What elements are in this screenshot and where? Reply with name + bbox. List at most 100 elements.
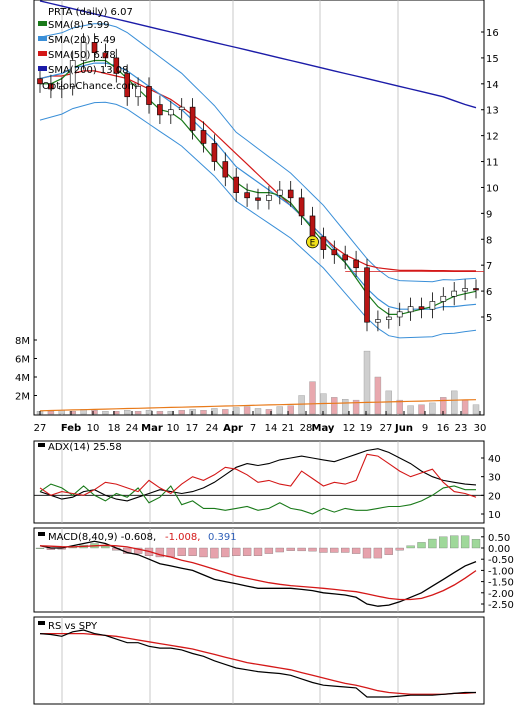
candle-body bbox=[69, 60, 76, 87]
macd-histogram-bar bbox=[133, 547, 143, 554]
sma8-line bbox=[40, 59, 477, 315]
volume-bar bbox=[222, 409, 229, 415]
x-tick-label: 7 bbox=[250, 423, 256, 434]
macd-histogram-bar bbox=[210, 547, 219, 559]
macd-histogram-bar bbox=[450, 535, 459, 549]
candle-body bbox=[418, 306, 425, 310]
macd-tick-label: -0.50 bbox=[488, 555, 514, 566]
candle-body bbox=[48, 83, 54, 90]
x-tick-label: 30 bbox=[474, 423, 487, 434]
earnings-marker-label: E bbox=[310, 238, 316, 248]
adx-tick-label: 40 bbox=[488, 454, 501, 465]
legend-swatch bbox=[38, 21, 47, 26]
candle-body bbox=[287, 189, 294, 199]
x-tick-label: 24 bbox=[126, 423, 139, 434]
legend-label: SMA(200) 13.08 bbox=[48, 65, 129, 76]
legend-label: SMA(8) 5.99 bbox=[48, 20, 109, 31]
adx-tick-label: 30 bbox=[488, 473, 501, 484]
volume-bar bbox=[243, 406, 251, 415]
candle-body bbox=[266, 194, 272, 201]
candle-body bbox=[298, 197, 305, 217]
rs-average-line bbox=[40, 632, 477, 695]
macd-histogram-bar bbox=[428, 538, 437, 549]
volume-bar bbox=[461, 399, 469, 415]
macd-histogram-value: 0.391 bbox=[208, 532, 237, 543]
adx-legend-swatch bbox=[38, 443, 45, 447]
x-tick-label: Mar bbox=[141, 423, 163, 434]
candle-body bbox=[102, 52, 109, 59]
adx-series-di bbox=[39, 483, 476, 515]
x-tick-label: 16 bbox=[437, 423, 450, 434]
watermark: OptionChance.com bbox=[42, 81, 137, 92]
macd-histogram-bar bbox=[221, 547, 230, 558]
x-tick-label: Apr bbox=[223, 423, 243, 434]
candle-body bbox=[353, 259, 359, 269]
macd-histogram-bar bbox=[35, 547, 45, 549]
macd-histogram-bar bbox=[199, 547, 208, 558]
candle-body bbox=[135, 86, 141, 98]
macd-histogram-bar bbox=[308, 547, 317, 552]
candle-body bbox=[37, 78, 43, 85]
rs-line bbox=[39, 629, 476, 698]
macd-legend-label: MACD(8,40,9) -0.608, bbox=[48, 532, 156, 543]
price-tick-label: 5 bbox=[486, 313, 492, 324]
adx-series-di bbox=[39, 453, 477, 498]
price-tick-label: 16 bbox=[486, 28, 499, 39]
x-tick-label: 23 bbox=[455, 423, 468, 434]
macd-histogram-bar bbox=[341, 547, 350, 553]
volume-bar bbox=[69, 411, 76, 415]
sma20-line bbox=[39, 62, 477, 310]
volume-bar bbox=[102, 411, 109, 415]
candle-body bbox=[200, 130, 207, 144]
volume-bar bbox=[189, 409, 196, 415]
candle-body bbox=[385, 316, 392, 320]
macd-histogram-bar bbox=[275, 547, 284, 553]
volume-tick-label: 6M bbox=[15, 355, 30, 366]
volume-bar bbox=[451, 390, 458, 415]
volume-bar bbox=[200, 410, 207, 415]
candle-body bbox=[124, 73, 130, 98]
price-tick-label: 8 bbox=[486, 235, 492, 246]
candle-body bbox=[451, 290, 458, 297]
x-tick-label: 14 bbox=[265, 423, 278, 434]
candle-body bbox=[244, 192, 250, 199]
candle-body bbox=[168, 109, 174, 116]
x-tick-label: 10 bbox=[87, 423, 100, 434]
candle-body bbox=[157, 104, 163, 116]
macd-histogram-bar bbox=[362, 547, 372, 559]
price-panel-frame bbox=[33, 0, 485, 416]
price-tick-label: 9 bbox=[486, 209, 492, 220]
candle-body bbox=[91, 42, 98, 54]
volume-tick-label: 4M bbox=[15, 373, 30, 384]
volume-bar bbox=[342, 399, 349, 415]
x-tick-label: May bbox=[312, 423, 335, 434]
x-tick-label: 19 bbox=[360, 423, 373, 434]
macd-line bbox=[39, 540, 477, 607]
volume-bar bbox=[254, 408, 262, 415]
volume-bar bbox=[276, 406, 283, 415]
candle-body bbox=[276, 189, 283, 196]
macd-histogram-bar bbox=[417, 542, 426, 549]
price-tick-label: 14 bbox=[486, 80, 499, 91]
volume-bar bbox=[363, 350, 371, 415]
candle-body bbox=[58, 86, 65, 90]
volume-bar bbox=[113, 411, 120, 415]
volume-bar bbox=[47, 411, 55, 415]
volume-bar bbox=[331, 397, 338, 415]
macd-histogram-bar bbox=[101, 546, 110, 549]
adx-legend-label: ADX(14) 25.58 bbox=[48, 442, 122, 453]
x-tick-label: Jun bbox=[394, 423, 413, 434]
x-tick-label: 9 bbox=[422, 423, 428, 434]
volume-bar bbox=[232, 407, 240, 415]
macd-histogram-bar bbox=[242, 547, 252, 556]
price-tick-label: 7 bbox=[486, 261, 492, 272]
legend-label: SMA(50) 6.78 bbox=[48, 50, 116, 61]
volume-bar bbox=[123, 410, 131, 415]
earnings-marker bbox=[306, 235, 319, 249]
price-tick-label: 12 bbox=[486, 132, 499, 143]
price-tick-label: 15 bbox=[486, 54, 499, 65]
volume-bar bbox=[309, 381, 316, 415]
macd-signal-line bbox=[39, 544, 477, 601]
candle-body bbox=[146, 86, 152, 105]
